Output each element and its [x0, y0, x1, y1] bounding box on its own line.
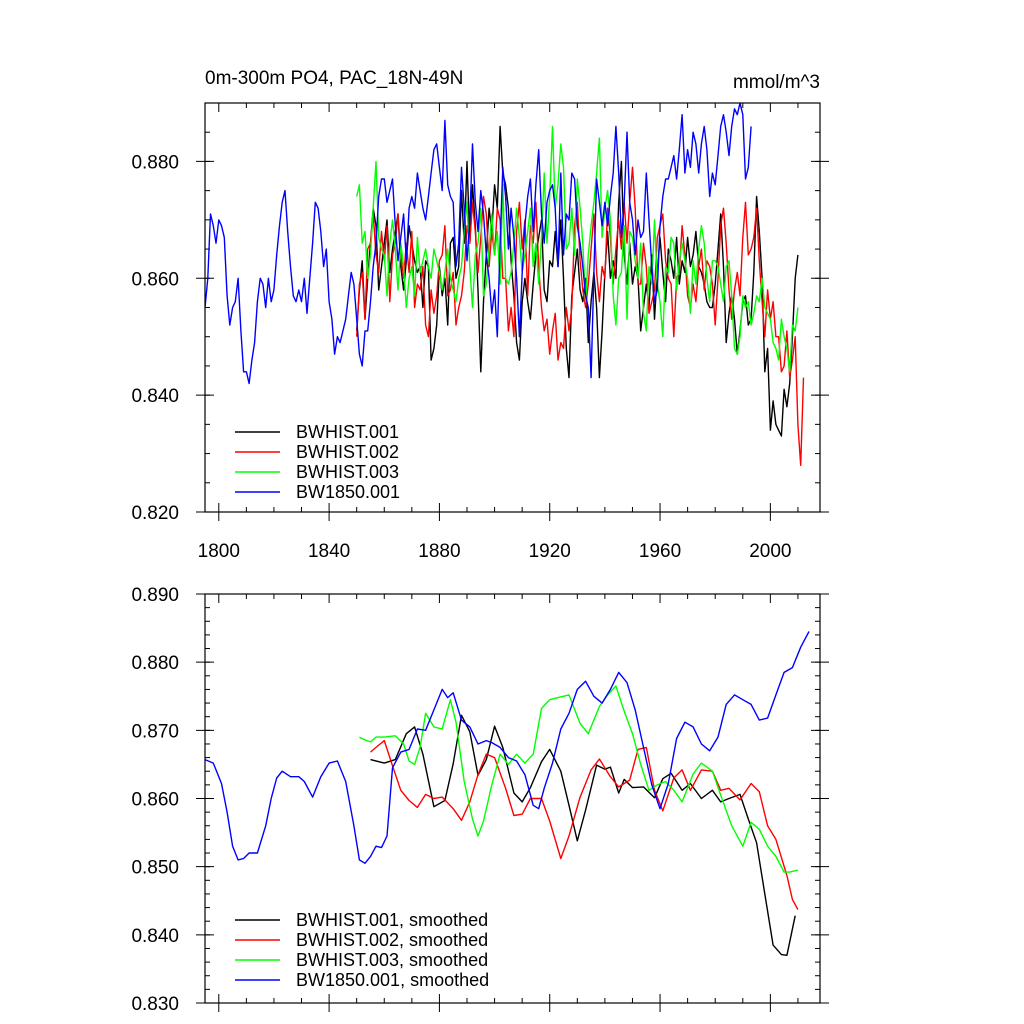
legend-label: BW1850.001 [296, 482, 400, 502]
top-y-tick-label: 0.860 [131, 269, 179, 290]
top-y-tick-label: 0.840 [131, 386, 179, 407]
legend-label: BWHIST.001 [296, 422, 399, 442]
legend-label: BWHIST.003 [296, 462, 399, 482]
bottom-panel-series [205, 631, 810, 956]
bottom-panel-frame [204, 593, 821, 1004]
series-line-bw1850-001-smoothed [205, 631, 810, 864]
bottom-y-tick-label: 0.870 [131, 721, 179, 742]
top-panel-units: mmol/m^3 [733, 72, 820, 93]
top-panel-title: 0m-300m PO4, PAC_18N-49N [205, 68, 463, 89]
legend-label: BWHIST.001, smoothed [296, 910, 488, 930]
series-line-bwhist-003-smoothed [359, 685, 799, 873]
series-line-bwhist-002 [356, 166, 805, 466]
bottom-y-tick-label: 0.860 [131, 790, 179, 811]
top-panel: 0m-300m PO4, PAC_18N-49N mmol/m^3 1800 18… [131, 68, 829, 562]
bottom-y-tick-label: 0.830 [131, 994, 179, 1015]
top-y-tick-label: 0.880 [131, 152, 179, 173]
bottom-y-tick-label: 0.880 [131, 653, 179, 674]
bottom-y-tick-label: 0.890 [131, 585, 179, 606]
legend-label: BW1850.001, smoothed [296, 970, 489, 990]
series-line-bwhist-001-smoothed [370, 714, 796, 956]
series-line-bw1850-001 [205, 103, 752, 385]
top-panel-ticks: 1800 1840 1880 1920 1960 2000 0.820 0.840 0.860 0… [131, 102, 829, 562]
top-x-tick-label: 1920 [529, 541, 571, 562]
series-line-bwhist-002-smoothed [370, 739, 799, 910]
top-x-tick-label: 1840 [308, 541, 350, 562]
top-x-tick-label: 1880 [418, 541, 460, 562]
legend-label: BWHIST.002, smoothed [296, 930, 488, 950]
top-panel-frame [204, 102, 821, 513]
legend-label: BWHIST.002 [296, 442, 399, 462]
bottom-y-tick-label: 0.850 [131, 858, 179, 879]
top-x-tick-label: 1960 [639, 541, 681, 562]
legend-label: BWHIST.003, smoothed [296, 950, 488, 970]
top-panel-series [205, 103, 805, 466]
series-line-bwhist-003 [356, 125, 799, 373]
top-x-tick-label: 1800 [198, 541, 240, 562]
top-y-tick-label: 0.820 [131, 503, 179, 524]
top-x-tick-label: 2000 [749, 541, 791, 562]
bottom-panel: 0.830 0.840 0.850 0.860 0.870 0.880 0.890 BWHI… [131, 585, 829, 1015]
bottom-y-tick-label: 0.840 [131, 926, 179, 947]
